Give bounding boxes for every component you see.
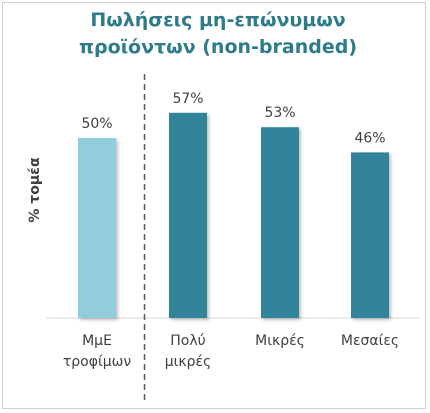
data-label: 57%: [172, 91, 203, 107]
bar: [169, 112, 207, 318]
bar: [78, 138, 116, 318]
data-label: 46%: [354, 130, 385, 146]
category-tick-label: Μικρές: [255, 333, 305, 349]
category-tick-label: ΜμΕ: [82, 333, 112, 349]
category-tick-label: μικρές: [165, 354, 212, 370]
category-tick-label: Μεσαίες: [341, 333, 399, 349]
chart-title-line-1: Πωλήσεις μη-επώνυμων: [90, 9, 345, 31]
bar: [261, 127, 299, 318]
plot-area: 50% ΜμΕ τροφίμων 57% Πολύ μικρές 53% Μικρές 46% Μ…: [46, 74, 420, 404]
data-label: 53%: [264, 105, 295, 121]
bar: [351, 152, 389, 318]
y-axis-label: % τομέα: [27, 157, 43, 223]
data-label: 50%: [81, 116, 112, 132]
category-tick-label: τροφίμων: [63, 354, 131, 370]
chart-title-line-2: προϊόντων (non-branded): [79, 36, 357, 58]
category-tick-label: Πολύ: [170, 333, 205, 349]
